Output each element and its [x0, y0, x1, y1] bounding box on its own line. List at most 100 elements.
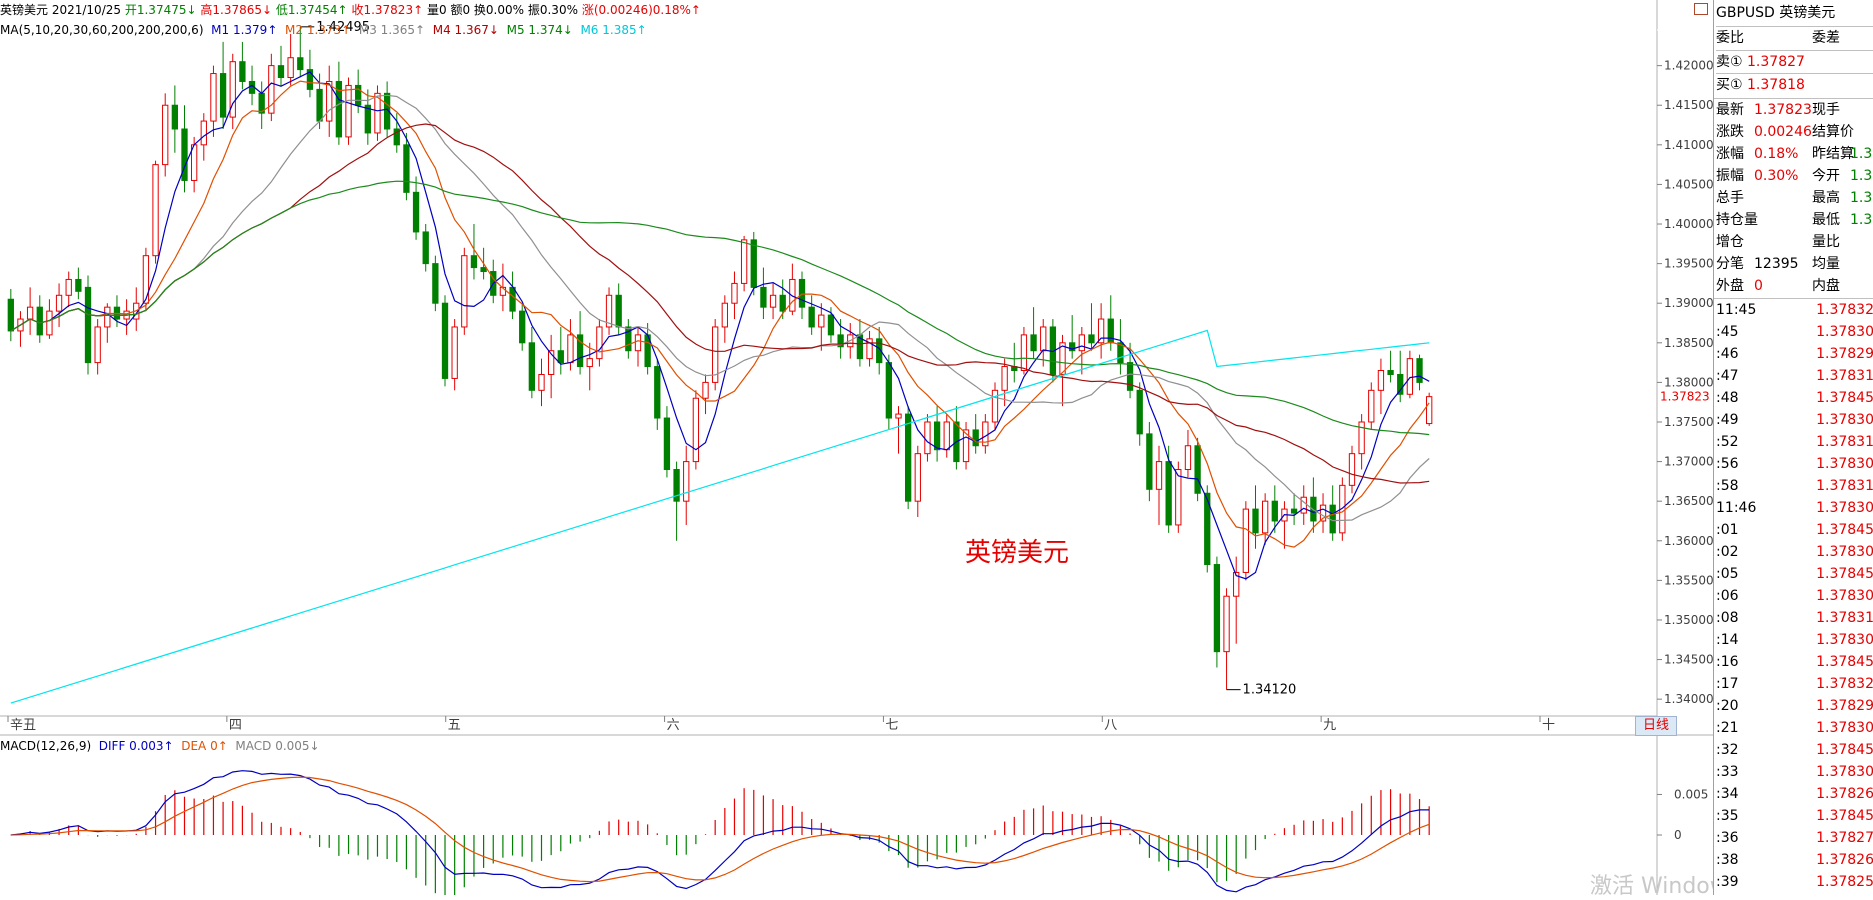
- buy-row: 买① 1.37818: [1716, 73, 1873, 96]
- candle-body: [1242, 508, 1250, 573]
- candle-body: [789, 278, 796, 312]
- candle-body: [1078, 334, 1085, 352]
- candle-body: [1069, 342, 1076, 352]
- tick-price: 1.37845: [1816, 808, 1873, 824]
- candle-body: [779, 294, 786, 312]
- candle-body: [162, 104, 169, 166]
- candle-body: [1194, 445, 1201, 494]
- candle-body: [509, 286, 516, 312]
- turnover: 换0.00%: [473, 3, 525, 17]
- tick-price: 1.37845: [1816, 654, 1873, 670]
- day-line-tab[interactable]: 日线: [1635, 716, 1677, 736]
- candle-body: [528, 342, 536, 391]
- ohlc-header: 英镑美元 2021/10/25 开1.37475↓ 高1.37865↓ 低1.3…: [0, 3, 701, 17]
- tick-price: 1.37845: [1816, 566, 1873, 582]
- candle-body: [142, 255, 150, 304]
- y-axis-label: 1.37000: [1664, 455, 1713, 469]
- tick-row: :32 1.37845: [1716, 739, 1873, 761]
- candle-body: [1097, 318, 1105, 344]
- maximize-icon[interactable]: [1694, 3, 1708, 15]
- candle-body: [914, 453, 921, 502]
- tick-row: :21 1.37830: [1716, 717, 1873, 739]
- open-value: 1.37475↓: [136, 3, 197, 17]
- candle-body: [1416, 358, 1423, 383]
- sell-price: 1.37827: [1747, 54, 1805, 70]
- candle-body: [152, 164, 159, 257]
- macd-dea-line: [10, 776, 1430, 883]
- candle-body: [576, 334, 584, 368]
- tick-row: :36 1.37827: [1716, 827, 1873, 849]
- candle-body: [1377, 370, 1385, 391]
- candle-body: [335, 80, 343, 138]
- ma4-value: M4 1.367↓: [432, 23, 499, 37]
- candle-body: [731, 282, 738, 304]
- candle-body: [1310, 496, 1317, 522]
- ma30-line: [10, 123, 1430, 484]
- stat-value: 0.00246: [1754, 124, 1812, 140]
- sell-row: 卖① 1.37827: [1716, 50, 1873, 73]
- x-axis-label: 六: [667, 718, 680, 733]
- candle-body: [769, 294, 777, 308]
- tick-price: 1.37832: [1816, 302, 1873, 318]
- x-axis-label: 辛丑: [10, 718, 36, 733]
- stat-label: 振幅: [1716, 168, 1744, 184]
- candle-body: [750, 239, 757, 288]
- candle-body: [1088, 334, 1095, 344]
- tick-row: :08 1.37831: [1716, 607, 1873, 629]
- y-axis-label: 1.34000: [1664, 692, 1713, 706]
- candlestick-chart[interactable]: 1.42000 1.41500 1.41000 1.40500 1.40000 1.395…: [0, 0, 1713, 895]
- ma6-value: M6 1.385↑: [580, 23, 647, 37]
- stat-row: 振幅 0.30% 今开 1.3: [1716, 165, 1873, 187]
- tick-time: :01: [1716, 522, 1739, 538]
- stat-label: 增仓: [1716, 234, 1744, 250]
- amount: 额0: [450, 3, 471, 17]
- candle-body: [895, 413, 902, 419]
- candle-body: [1020, 334, 1028, 372]
- y-axis-label: 1.41000: [1664, 138, 1713, 152]
- candle-body: [345, 84, 352, 138]
- tick-row: :06 1.37830: [1716, 585, 1873, 607]
- candle-body: [818, 314, 825, 328]
- stat-value2: 1.3: [1850, 212, 1873, 228]
- y-axis-label: 1.41500: [1664, 98, 1713, 112]
- tick-row: :14 1.37830: [1716, 629, 1873, 651]
- high-label: 高: [200, 3, 213, 17]
- stat-label2: 内盘: [1812, 278, 1840, 294]
- stat-value: 0: [1754, 278, 1763, 294]
- tick-time: :02: [1716, 544, 1739, 560]
- candle-body: [422, 231, 429, 265]
- stat-value2: 1.3: [1850, 146, 1873, 162]
- tick-list[interactable]: 11:45 1.37832:45 1.37830:46 1.37829:47 1.378…: [1714, 298, 1873, 890]
- candle-body: [924, 421, 931, 455]
- tick-time: :48: [1716, 390, 1739, 406]
- ma5-value: M5 1.374↓: [506, 23, 573, 37]
- tick-price: 1.37831: [1816, 368, 1873, 384]
- change: 涨(0.00246)0.18%↑: [581, 3, 701, 17]
- tick-row: :33 1.37830: [1716, 761, 1873, 783]
- candle-body: [441, 302, 449, 379]
- tick-price: 1.37826: [1816, 786, 1873, 802]
- tick-row: :39 1.37825: [1716, 871, 1873, 893]
- open-label: 开: [124, 3, 137, 17]
- tick-row: :01 1.37845: [1716, 519, 1873, 541]
- candle-body: [36, 306, 43, 336]
- candle-body: [605, 294, 613, 328]
- stat-label: 持仓量: [1716, 212, 1758, 228]
- candle-body: [7, 298, 14, 332]
- stat-row: 涨幅 0.18% 昨结算 1.3: [1716, 143, 1873, 165]
- candle-body: [26, 306, 34, 320]
- tick-time: :46: [1716, 346, 1739, 362]
- candle-body: [297, 57, 304, 71]
- tick-time: :56: [1716, 456, 1739, 472]
- macd-value: MACD 0.005↓: [235, 739, 320, 753]
- tick-time: :21: [1716, 720, 1739, 736]
- y-axis-label: 1.40500: [1664, 177, 1713, 191]
- tick-price: 1.37830: [1816, 764, 1873, 780]
- candle-body: [1368, 389, 1375, 423]
- candle-body: [876, 338, 883, 364]
- tick-row: :52 1.37831: [1716, 431, 1873, 453]
- x-axis-label: 九: [1323, 718, 1336, 733]
- tick-row: :49 1.37830: [1716, 409, 1873, 431]
- sell-label: 卖①: [1716, 54, 1743, 70]
- stat-row: 最新 1.37823 现手: [1716, 99, 1873, 121]
